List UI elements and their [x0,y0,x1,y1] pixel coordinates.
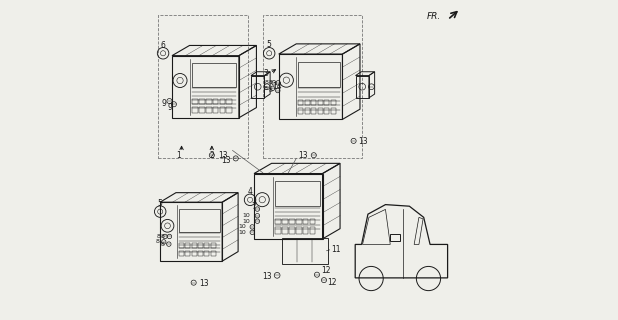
Bar [282,227,287,234]
Text: 10: 10 [238,224,246,229]
Bar [179,209,219,232]
Bar [324,100,329,105]
Bar [305,108,310,114]
Bar [311,100,316,105]
Bar [211,251,216,256]
Bar [206,107,211,113]
Bar [192,107,198,113]
Text: 9: 9 [162,100,167,108]
Bar [310,219,315,225]
Bar [298,62,340,87]
Text: 3: 3 [263,69,268,78]
Text: 8: 8 [265,80,269,85]
Bar [179,244,184,248]
Text: 13: 13 [199,279,209,288]
Text: 4: 4 [248,188,253,196]
Bar [303,227,308,234]
Text: 13: 13 [298,151,308,160]
Text: 10: 10 [238,230,246,235]
Text: 10: 10 [243,219,250,224]
Text: 13: 13 [218,151,228,160]
Bar [213,107,218,113]
Bar [199,99,205,104]
Bar [192,244,197,248]
Bar [185,244,190,248]
Bar [219,99,225,104]
Text: 14: 14 [273,82,282,91]
Bar [275,219,281,225]
Text: FR.: FR. [427,12,441,21]
Text: 13: 13 [222,156,231,165]
Bar [185,251,190,256]
Bar [198,244,203,248]
Bar [192,251,197,256]
Text: 8: 8 [161,242,164,247]
Bar [296,227,302,234]
Bar [206,99,211,104]
Text: 8: 8 [155,239,159,244]
Bar [179,251,184,256]
Bar [318,108,323,114]
Bar [296,219,302,225]
Bar [289,219,295,225]
Bar [219,107,225,113]
Text: 2: 2 [210,151,214,160]
Bar [275,227,281,234]
Bar [204,244,210,248]
Bar [198,251,203,256]
Bar [331,108,336,114]
Text: 12: 12 [321,266,330,276]
Bar [199,107,205,113]
Bar [192,99,198,104]
Text: 8: 8 [269,88,273,93]
Bar [318,100,323,105]
Bar [274,181,320,206]
Bar [303,219,308,225]
Text: 10: 10 [243,213,250,218]
Bar [192,63,236,87]
Text: 7: 7 [252,202,256,211]
Bar [282,219,287,225]
Bar [298,100,303,105]
Bar [311,108,316,114]
Text: 1: 1 [176,151,180,160]
Text: 5: 5 [158,199,163,208]
Bar [305,100,310,105]
Bar [298,108,303,114]
Bar [324,108,329,114]
Text: 8: 8 [264,86,268,91]
Text: 11: 11 [331,245,341,254]
Bar [226,99,232,104]
Text: 8: 8 [161,234,165,239]
Text: 9: 9 [167,103,172,112]
Bar [331,100,336,105]
Bar [204,251,210,256]
Text: 6: 6 [161,41,166,50]
Bar [226,107,232,113]
Text: 13: 13 [262,272,272,281]
Text: 8: 8 [269,80,273,85]
Text: 8: 8 [156,234,161,239]
Bar [310,227,315,234]
Text: 13: 13 [358,137,368,146]
Bar [213,99,218,104]
Text: 12: 12 [328,278,337,287]
Text: 5: 5 [267,40,272,49]
Bar [390,234,400,241]
Bar [211,244,216,248]
Bar [289,227,295,234]
Bar [282,238,328,264]
